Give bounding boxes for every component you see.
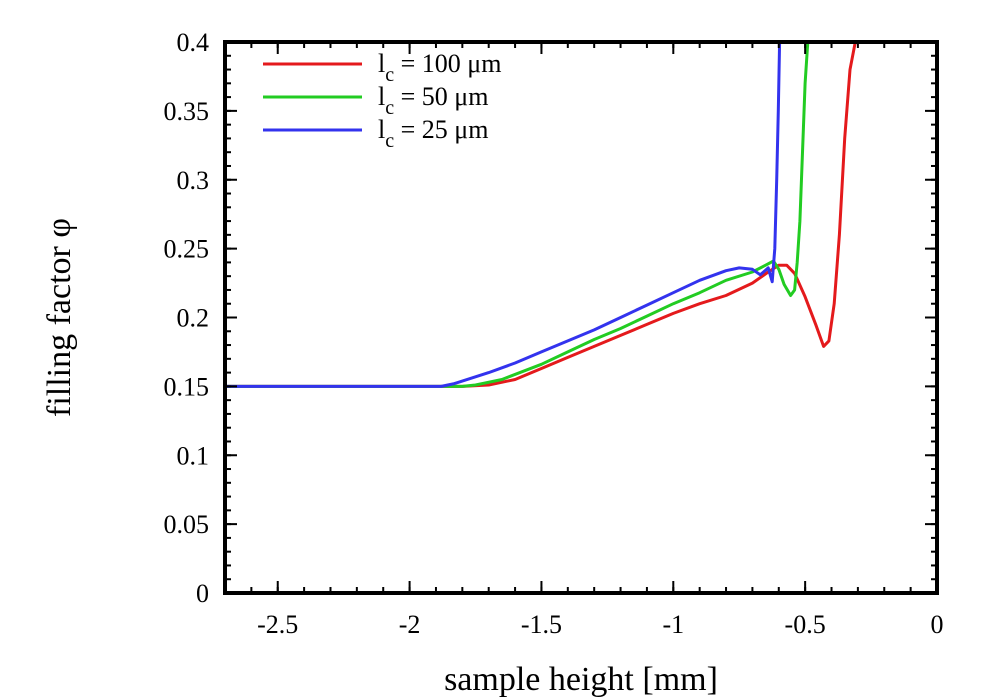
series-line-3 [225,42,782,388]
legend-label-1: lc = 100 μm [378,49,501,86]
y-tick-label: 0.3 [177,166,210,195]
plot-frame [223,40,939,595]
x-tick-label: -0.5 [785,610,826,639]
legend-label-2: lc = 50 μm [378,82,488,119]
y-tick-label: 0.4 [177,28,210,57]
y-tick-label: 0.1 [177,441,210,470]
y-tick-label: 0.35 [164,97,210,126]
y-tick-label: 0.25 [164,235,210,264]
x-tick-label: -2.5 [257,610,298,639]
series-line-2 [225,42,810,388]
y-tick-label: 0 [196,579,209,608]
x-tick-label: -1 [662,610,684,639]
x-tick-label: 0 [931,610,944,639]
legend-label-3: lc = 25 μm [378,115,488,152]
x-tick-label: -1.5 [521,610,562,639]
series-line-1 [225,42,857,388]
ticks-layer: -2.5 -2 -1.5 -1 -0.5 0 0 0.05 0.1 0.15 0.2 0.25 0.3 0… [164,28,944,639]
x-axis-label: sample height [mm] [444,661,718,698]
y-tick-label: 0.05 [164,510,210,539]
x-tick-label: -2 [399,610,421,639]
y-axis-label: filling factor φ [41,218,78,417]
y-tick-label: 0.15 [164,372,210,401]
y-tick-label: 0.2 [177,304,210,333]
series-layer [225,42,857,388]
